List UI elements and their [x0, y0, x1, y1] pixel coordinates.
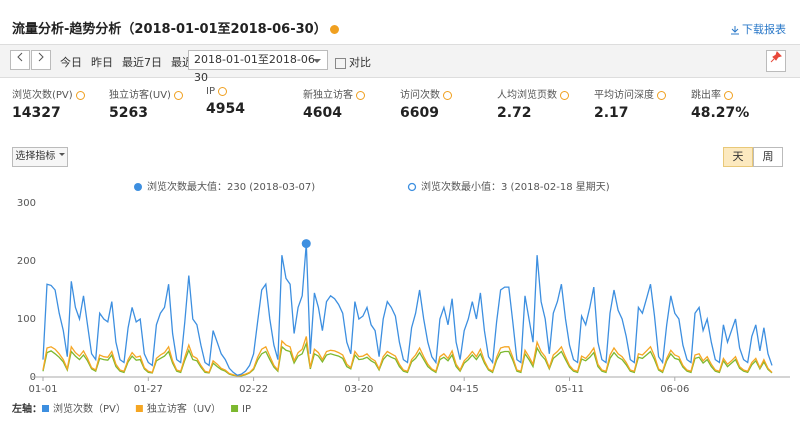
prev[interactable]	[10, 50, 30, 70]
metric-label: 跳出率	[691, 86, 791, 101]
checkbox[interactable]	[335, 57, 346, 69]
legend-label: IP	[242, 404, 251, 415]
metric-value: 2.17	[594, 105, 629, 121]
metric-label: 新独立访客	[303, 86, 403, 101]
series-line	[42, 340, 773, 377]
chart: 010020030001-0101-2702-2203-2004-1505-11…	[11, 180, 790, 415]
axis-label: 左轴：	[11, 402, 42, 415]
series-line	[42, 336, 773, 377]
help-icon[interactable]	[443, 90, 452, 100]
legend-label: 浏览次数（PV）	[53, 402, 126, 415]
quick-option[interactable]: 昨日	[91, 56, 113, 69]
metric-label-text: 访问次数	[400, 90, 440, 101]
help-icon[interactable]	[657, 90, 666, 100]
metric: 跳出率 48.27%	[691, 86, 791, 121]
min-legend-icon	[407, 182, 417, 192]
metric-label-text: 独立访客(UV)	[109, 90, 171, 101]
metric-label-text: 人均浏览页数	[497, 90, 557, 101]
help-icon[interactable]	[173, 90, 183, 100]
legend-swatch	[231, 405, 239, 412]
metric-label: 平均访问深度	[594, 86, 694, 101]
x-tick-label: 01-27	[134, 384, 163, 395]
metric: IP 4954	[206, 86, 306, 117]
metric-label: IP	[206, 86, 306, 97]
metric-value: 48.27%	[691, 105, 750, 121]
download[interactable]: 下载报表	[730, 21, 786, 37]
quick-option[interactable]: 最近7日	[122, 56, 162, 69]
pin[interactable]	[766, 50, 786, 72]
x-tick-label: 04-15	[450, 384, 479, 395]
title: 流量分析-趋势分析（2018-01-01至2018-06-30）	[12, 22, 327, 37]
toolbar	[0, 44, 800, 78]
metric-label: 访问次数	[400, 86, 500, 101]
select-metrics[interactable]: 选择指标	[12, 147, 68, 167]
quick-option[interactable]: 今日	[60, 56, 82, 69]
week-text: 周	[762, 150, 774, 163]
max-label: 浏览次数最大值：230 (2018-03-07)	[147, 180, 315, 193]
next-icon	[38, 52, 44, 62]
metric-label-text: 浏览次数(PV)	[12, 90, 73, 101]
metric-label-text: 跳出率	[691, 90, 721, 101]
min-label: 浏览次数最小值：3 (2018-02-18 星期天)	[421, 180, 610, 193]
caret	[58, 153, 65, 159]
compare-text: 对比	[349, 56, 371, 69]
legend-swatch	[42, 405, 49, 412]
legend-label: 独立访客（UV）	[147, 402, 221, 415]
caret	[313, 59, 321, 67]
metric-label: 人均浏览页数	[497, 86, 597, 101]
y-tick-label: 300	[17, 198, 36, 209]
metric-label-text: IP	[206, 86, 215, 97]
max-legend-icon	[134, 183, 142, 191]
x-tick-label: 01-01	[28, 384, 57, 395]
metric: 访问次数 6609	[400, 86, 500, 121]
help-icon[interactable]	[329, 25, 339, 34]
download-text: 下载报表	[742, 23, 786, 36]
metric-value: 4954	[206, 101, 245, 117]
pin-icon	[770, 51, 782, 63]
header: 流量分析-趋势分析（2018-01-01至2018-06-30）	[12, 18, 339, 37]
max-point	[301, 239, 311, 249]
day-text: 天	[732, 150, 744, 163]
metric-value: 14327	[12, 105, 61, 121]
metric: 人均浏览页数 2.72	[497, 86, 597, 121]
x-tick-label: 06-06	[660, 384, 689, 395]
y-tick-label: 100	[17, 314, 36, 325]
metric: 浏览次数(PV) 14327	[12, 86, 112, 121]
next[interactable]	[31, 50, 51, 70]
range-select[interactable]: 2018-01-01至2018-06-30	[188, 50, 328, 84]
metric-label-text: 平均访问深度	[594, 90, 654, 101]
download-icon	[731, 26, 739, 35]
range-text: 2018-01-01至2018-06-30	[194, 53, 319, 84]
help-icon[interactable]	[356, 90, 365, 100]
legend-swatch	[135, 405, 143, 412]
compare[interactable]: 对比	[335, 54, 371, 70]
y-tick-label: 200	[17, 256, 36, 267]
help-icon[interactable]	[560, 90, 569, 100]
series-line	[42, 243, 773, 377]
day-btn[interactable]: 天	[723, 147, 753, 167]
help-icon[interactable]	[75, 90, 85, 100]
metric: 新独立访客 4604	[303, 86, 403, 121]
x-tick-label: 05-11	[555, 384, 584, 395]
metric-value: 5263	[109, 105, 148, 121]
metric-value: 2.72	[497, 105, 532, 121]
metric-value: 6609	[400, 105, 439, 121]
prev-icon	[17, 52, 23, 62]
metric-value: 4604	[303, 105, 342, 121]
metric-label: 独立访客(UV)	[109, 86, 209, 101]
metric-label-text: 新独立访客	[303, 90, 353, 101]
week-btn[interactable]: 周	[753, 147, 783, 167]
help-icon[interactable]	[217, 86, 227, 96]
metric: 独立访客(UV) 5263	[109, 86, 209, 121]
x-tick-label: 02-22	[239, 384, 268, 395]
select-text: 选择指标	[15, 151, 56, 162]
metric-label: 浏览次数(PV)	[12, 86, 112, 101]
metric: 平均访问深度 2.17	[594, 86, 694, 121]
x-tick-label: 03-20	[344, 384, 373, 395]
help-icon[interactable]	[724, 90, 733, 100]
